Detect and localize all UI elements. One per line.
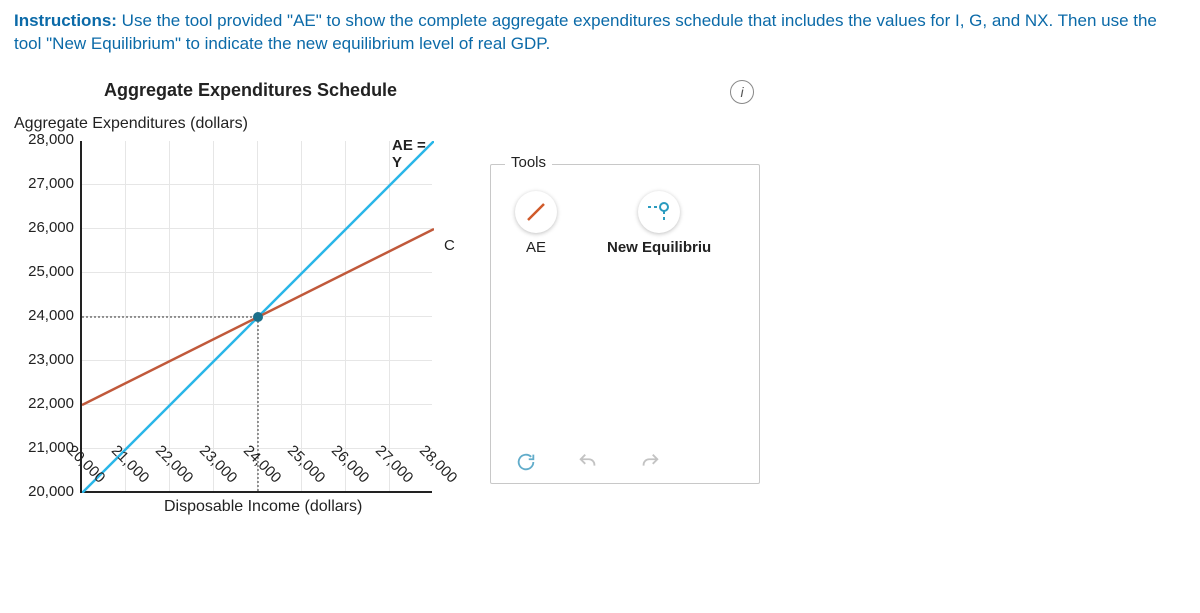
x-tick-label: 23,000	[196, 442, 240, 486]
instructions-text: Use the tool provided "AE" to show the c…	[14, 11, 1157, 53]
info-button[interactable]: i	[730, 80, 754, 104]
tool-ae[interactable]: AE	[515, 191, 557, 256]
tools-panel: Tools AE New Equilibriu	[490, 164, 760, 484]
tool-new-eq-label: New Equilibriu	[607, 239, 711, 256]
redo-button[interactable]	[639, 451, 661, 473]
series-label-c: C	[444, 237, 455, 254]
y-tick-label: 25,000	[28, 263, 74, 280]
y-tick-label: 23,000	[28, 351, 74, 368]
x-ticks: 20,000 21,000 22,000 23,000 24,000 25,00…	[82, 436, 434, 496]
y-tick-label: 20,000	[28, 483, 74, 500]
y-tick-label: 22,000	[28, 395, 74, 412]
tool-new-equilibrium[interactable]: New Equilibriu	[607, 191, 711, 256]
undo-button[interactable]	[577, 451, 599, 473]
reset-button[interactable]	[515, 451, 537, 473]
y-tick-label: 24,000	[28, 307, 74, 324]
x-tick-label: 21,000	[108, 442, 152, 486]
tool-ae-icon	[515, 191, 557, 233]
y-tick-label: 28,000	[28, 131, 74, 148]
chart-title: Aggregate Expenditures Schedule	[104, 80, 432, 101]
bottom-tools	[515, 451, 661, 473]
y-tick-label: 26,000	[28, 219, 74, 236]
y-tick-label: 27,000	[28, 175, 74, 192]
x-axis-title: Disposable Income (dollars)	[164, 498, 362, 516]
x-tick-label: 28,000	[416, 442, 460, 486]
y-ticks: 28,000 27,000 26,000 25,000 24,000 23,00…	[14, 141, 74, 493]
info-icon: i	[740, 84, 743, 100]
x-tick-label: 22,000	[152, 442, 196, 486]
x-tick-label: 25,000	[284, 442, 328, 486]
x-tick-label: 27,000	[372, 442, 416, 486]
x-tick-label: 26,000	[328, 442, 372, 486]
tool-row: AE New Equilibriu	[505, 187, 745, 256]
tool-ae-label: AE	[526, 239, 546, 256]
tool-new-eq-icon	[638, 191, 680, 233]
instructions-label: Instructions:	[14, 11, 117, 30]
intersection-marker	[253, 312, 263, 322]
chart-container: Aggregate Expenditures Schedule Aggregat…	[14, 80, 432, 493]
x-tick-label: 24,000	[240, 442, 284, 486]
instructions-banner: Instructions: Use the tool provided "AE"…	[0, 0, 1200, 62]
tools-legend: Tools	[505, 154, 552, 171]
series-label-aey: AE = Y	[392, 137, 432, 171]
y-axis-title: Aggregate Expenditures (dollars)	[14, 115, 432, 133]
